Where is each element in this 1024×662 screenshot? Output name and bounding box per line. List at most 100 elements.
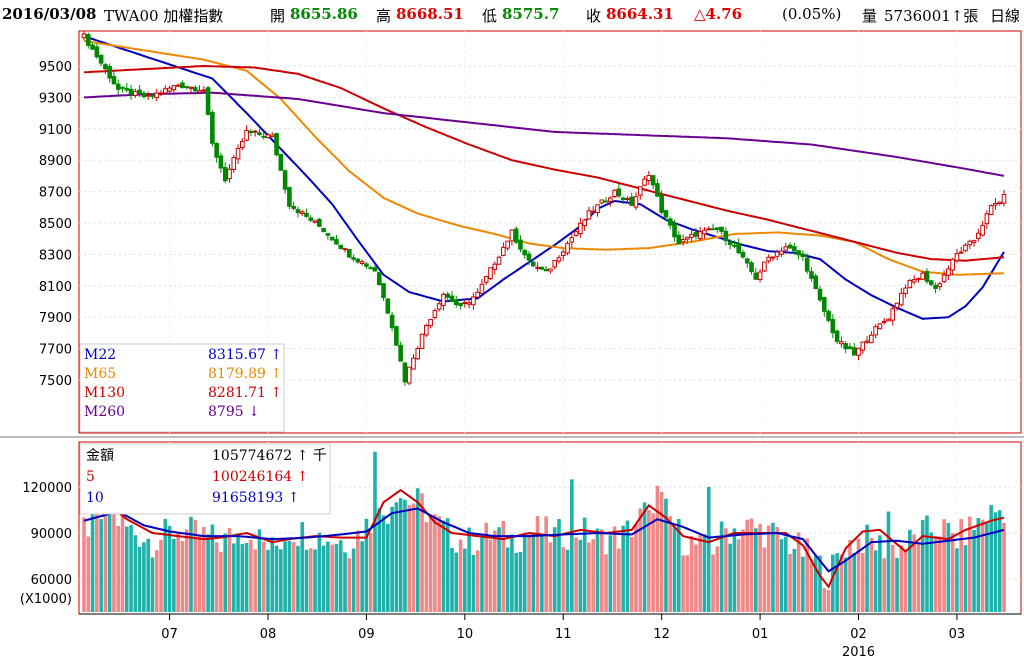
volume-bar [257,529,262,612]
candle-body [81,33,87,39]
candle-body [342,248,348,251]
volume-bar [1002,522,1006,612]
candle-body [993,202,998,206]
volume-bar [467,527,471,612]
candle-body [770,256,776,259]
candle-body [248,130,254,133]
candle-body [873,326,878,336]
candle-body [244,129,249,141]
month-tick-label: 12 [653,627,670,642]
volume-bar [129,525,133,612]
candle-body [483,276,489,283]
axis-labels: 9500 9300 9100 8900 8700 8500 8300 8100 7900 7700… [20,60,1021,660]
month-tick-label: 10 [457,627,474,642]
volume-bar [492,530,497,612]
volume-bar [86,536,91,612]
candle-body [372,267,378,272]
candle-body [355,258,361,263]
price-tick-label: 8900 [39,154,72,169]
volume-label: 量 [862,7,878,25]
candle-body [522,250,528,256]
volume-bar [869,537,874,612]
candle-body [976,232,981,239]
volume-bar [938,536,942,612]
volume-bar [540,534,544,612]
volume-bar [176,532,180,612]
volume-bar [685,555,690,612]
volume-bar [82,517,86,612]
volume-bar [189,516,193,612]
candle-body [252,130,258,133]
volume-bar [595,528,600,612]
volume-bar [647,510,651,612]
candle-body [924,270,930,282]
candle-body [338,244,344,250]
candle-body [227,168,232,180]
close-label: 收 [586,7,602,25]
volume-bar [698,534,702,612]
volume-bar [270,537,275,612]
candle-body [402,362,408,383]
candle-body [287,186,292,207]
candle-body [637,186,643,196]
volume-bar [621,525,625,612]
candle-body [967,240,973,246]
volume-bar [835,553,839,612]
candle-body [646,174,652,182]
price-panel-frame [78,30,1022,434]
volume-bar [159,539,163,612]
candle-body [864,340,870,343]
volume-bar [103,499,108,612]
volume-bar [570,479,574,612]
volume-bar [433,514,437,612]
candle-body [697,231,703,240]
volume-bar [463,548,467,612]
volume-bar [296,545,300,612]
candle-body [715,227,720,230]
candle-body [650,175,656,186]
candle-body [988,205,994,215]
candle-body [389,314,395,329]
volume-bar [852,552,857,612]
volume-legend-value: 100246164 ↑ [212,469,308,485]
volume-bar [197,536,202,612]
candle-body [462,302,468,305]
candle-body [608,197,613,202]
volume-bar [480,537,484,612]
candle-body [963,244,968,252]
volume-bar [955,548,959,612]
candle-body [518,239,523,250]
candle-body [359,261,365,264]
candle-body [90,44,95,50]
candle-body [240,141,245,149]
candle-body [257,132,262,136]
candle-body [740,251,746,258]
volume-bar [356,530,360,612]
volume-tick-label: 120000 [22,481,72,496]
candle-body [894,302,900,308]
volume-bar [818,555,822,612]
month-tick-label: 01 [752,627,769,642]
candle-body [368,267,373,270]
volume-bar [993,512,998,612]
volume-bar [625,520,630,612]
volume-bar [274,545,279,612]
volume-bar [403,499,407,612]
candle-body [556,257,562,262]
volume-bar [373,451,377,612]
volume-bar [172,538,176,612]
volume-bar [501,521,506,612]
volume-bar [775,526,780,612]
high-value: 8668.51 [396,5,464,23]
candle-body [813,275,819,290]
candle-body [415,347,421,360]
volume-bar [326,541,330,612]
candle-body [980,224,985,236]
volume-bar [724,528,728,612]
candle-body [317,218,322,227]
candle-body [702,229,707,235]
candle-body [933,284,938,289]
volume-legend-value: 91658193 ↑ [212,490,299,506]
volume-bar [706,487,711,612]
volume-bar [266,549,270,612]
